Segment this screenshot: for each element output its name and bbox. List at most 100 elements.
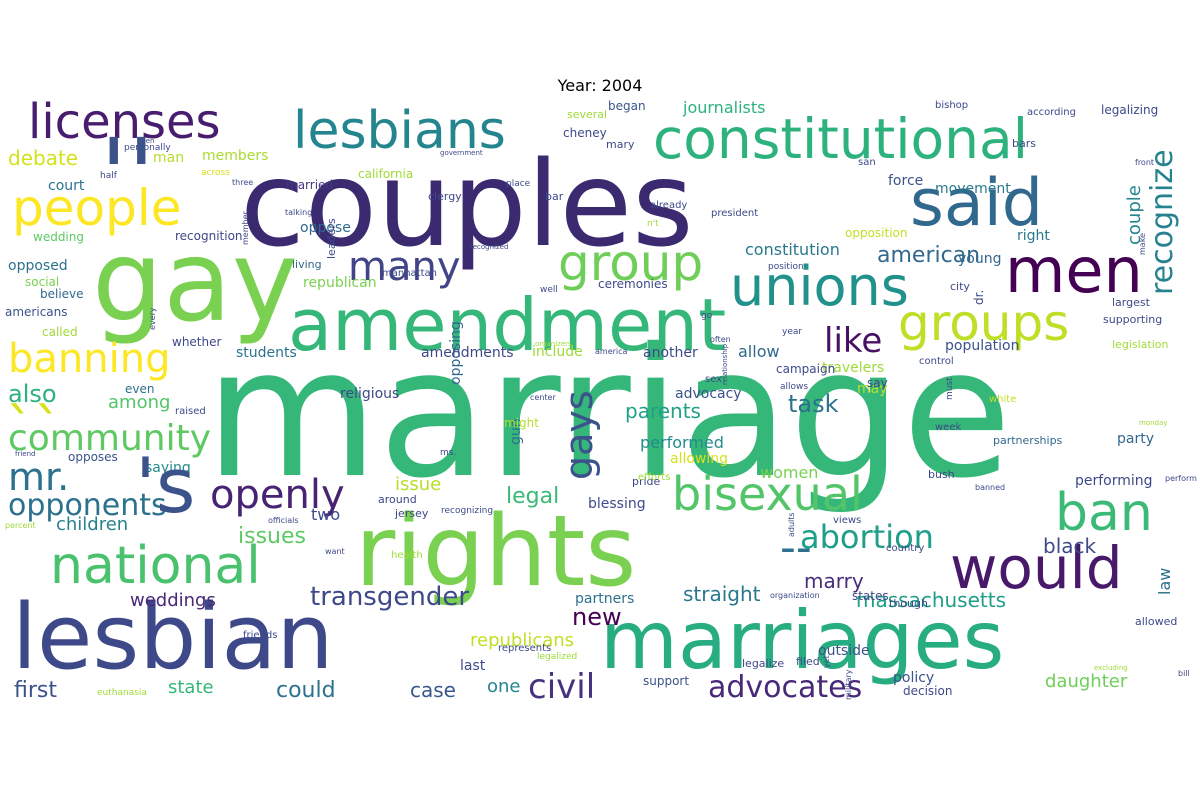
word-double-dash: -- <box>780 522 812 573</box>
word-quotes: '' <box>100 117 155 234</box>
word-national: national <box>50 536 261 596</box>
word-largest: largest <box>1112 296 1151 309</box>
word-legalized: legalized <box>537 652 577 662</box>
word-bush: bush <box>928 468 955 481</box>
word-another: another <box>643 345 698 361</box>
word-lesbians: lesbians <box>293 101 506 161</box>
word-san: san <box>858 157 876 168</box>
word-policy: policy <box>893 670 934 686</box>
word-ceremonies: ceremonies <box>598 277 668 291</box>
word-couple: couple <box>1124 185 1145 245</box>
word-bar: bar <box>545 190 564 203</box>
word-percent: percent <box>5 521 36 530</box>
word-legalize: legalize <box>742 657 784 670</box>
word-constitutional: constitutional <box>653 107 1028 171</box>
word-across: across <box>201 168 230 178</box>
word-health: health <box>391 550 423 561</box>
word-manhattan: manhattan <box>382 268 437 279</box>
word-travelers: travelers <box>822 360 884 376</box>
word-pride: pride <box>632 475 661 488</box>
word-recognition: recognition <box>175 229 243 243</box>
word-already: already <box>650 200 687 211</box>
word-living: living <box>292 258 322 271</box>
word-members: members <box>202 148 268 164</box>
word-allowing: allowing <box>670 451 728 467</box>
word-even: even <box>125 382 154 396</box>
word-opponents: opponents <box>8 488 167 523</box>
word-personally: personally <box>124 143 171 153</box>
word-recognize: recognize <box>1145 149 1180 295</box>
word-center: center <box>530 393 556 402</box>
word-gays: gays <box>557 390 601 480</box>
word-men: men <box>1005 234 1143 307</box>
word-task: task <box>788 390 839 418</box>
word-marriages: marriages <box>600 594 1004 687</box>
word-oppose: oppose <box>300 220 351 236</box>
word-children: children <box>56 514 128 535</box>
word-religious: religious <box>340 386 399 402</box>
word-journalists: journalists <box>682 98 765 117</box>
word-perform: perform <box>1165 474 1197 483</box>
word-believe: believe <box>40 287 84 301</box>
word-parents: parents <box>625 399 701 423</box>
word-marry: marry <box>804 569 864 593</box>
word-half: half <box>100 171 118 181</box>
word-city: city <box>950 280 970 293</box>
word-apostrophe-s: 's <box>135 441 196 530</box>
word-dr: dr. <box>972 290 986 305</box>
word-support: support <box>643 674 689 688</box>
word-gun: gun <box>508 418 524 445</box>
word-friends: friends <box>243 630 277 641</box>
word-legislation: legislation <box>1112 338 1168 351</box>
word-rights: rights <box>355 495 636 609</box>
word-would: would <box>950 534 1123 602</box>
word-sex: sex <box>705 374 722 385</box>
word-talking: talking <box>285 208 312 217</box>
word-say: say <box>867 376 888 390</box>
word-debate: debate <box>8 146 78 170</box>
word-weddings: weddings <box>130 590 216 611</box>
word-abortion: abortion <box>800 518 934 556</box>
word-might: might <box>504 416 539 430</box>
word-constitution: constitution <box>745 240 840 259</box>
word-social: social <box>25 275 59 289</box>
word-wedding: wedding <box>33 230 84 244</box>
word-states: states <box>852 589 889 603</box>
word-ms: ms. <box>440 448 456 458</box>
word-ban: ban <box>1055 483 1153 543</box>
word-movement: movement <box>935 181 1011 197</box>
word-banned: banned <box>975 483 1005 492</box>
word-case: case <box>410 678 456 702</box>
word-yet: yet <box>822 655 831 668</box>
word-every: every <box>148 307 157 330</box>
word-licenses: licenses <box>28 94 221 150</box>
word-decision: decision <box>903 684 952 698</box>
word-man: man <box>153 150 184 166</box>
word-among: among <box>108 392 170 413</box>
word-though: though <box>889 597 928 610</box>
word-transgender: transgender <box>310 582 469 612</box>
word-leaders: leaders <box>325 218 338 259</box>
word-population: population <box>945 338 1020 354</box>
word-must: must <box>945 377 955 400</box>
word-state: state <box>168 677 214 698</box>
word-mary: mary <box>606 138 635 151</box>
word-last: last <box>460 658 486 674</box>
word-women: women <box>760 463 818 482</box>
word-performed: performed <box>640 433 724 452</box>
word-could: could <box>276 678 336 703</box>
word-opposed: opposed <box>8 258 68 274</box>
word-couples: couples <box>240 135 694 273</box>
word-performing: performing <box>1075 473 1153 489</box>
word-began: began <box>608 99 646 113</box>
word-several: several <box>567 108 607 121</box>
word-front: front <box>1135 158 1154 167</box>
word-organization: organization <box>770 591 820 600</box>
word-year: year <box>782 327 802 337</box>
word-opposing: opposing <box>448 321 464 385</box>
word-go: go <box>701 311 713 321</box>
word-supporting: supporting <box>1103 313 1162 326</box>
word-legalizing: legalizing <box>1101 103 1158 117</box>
